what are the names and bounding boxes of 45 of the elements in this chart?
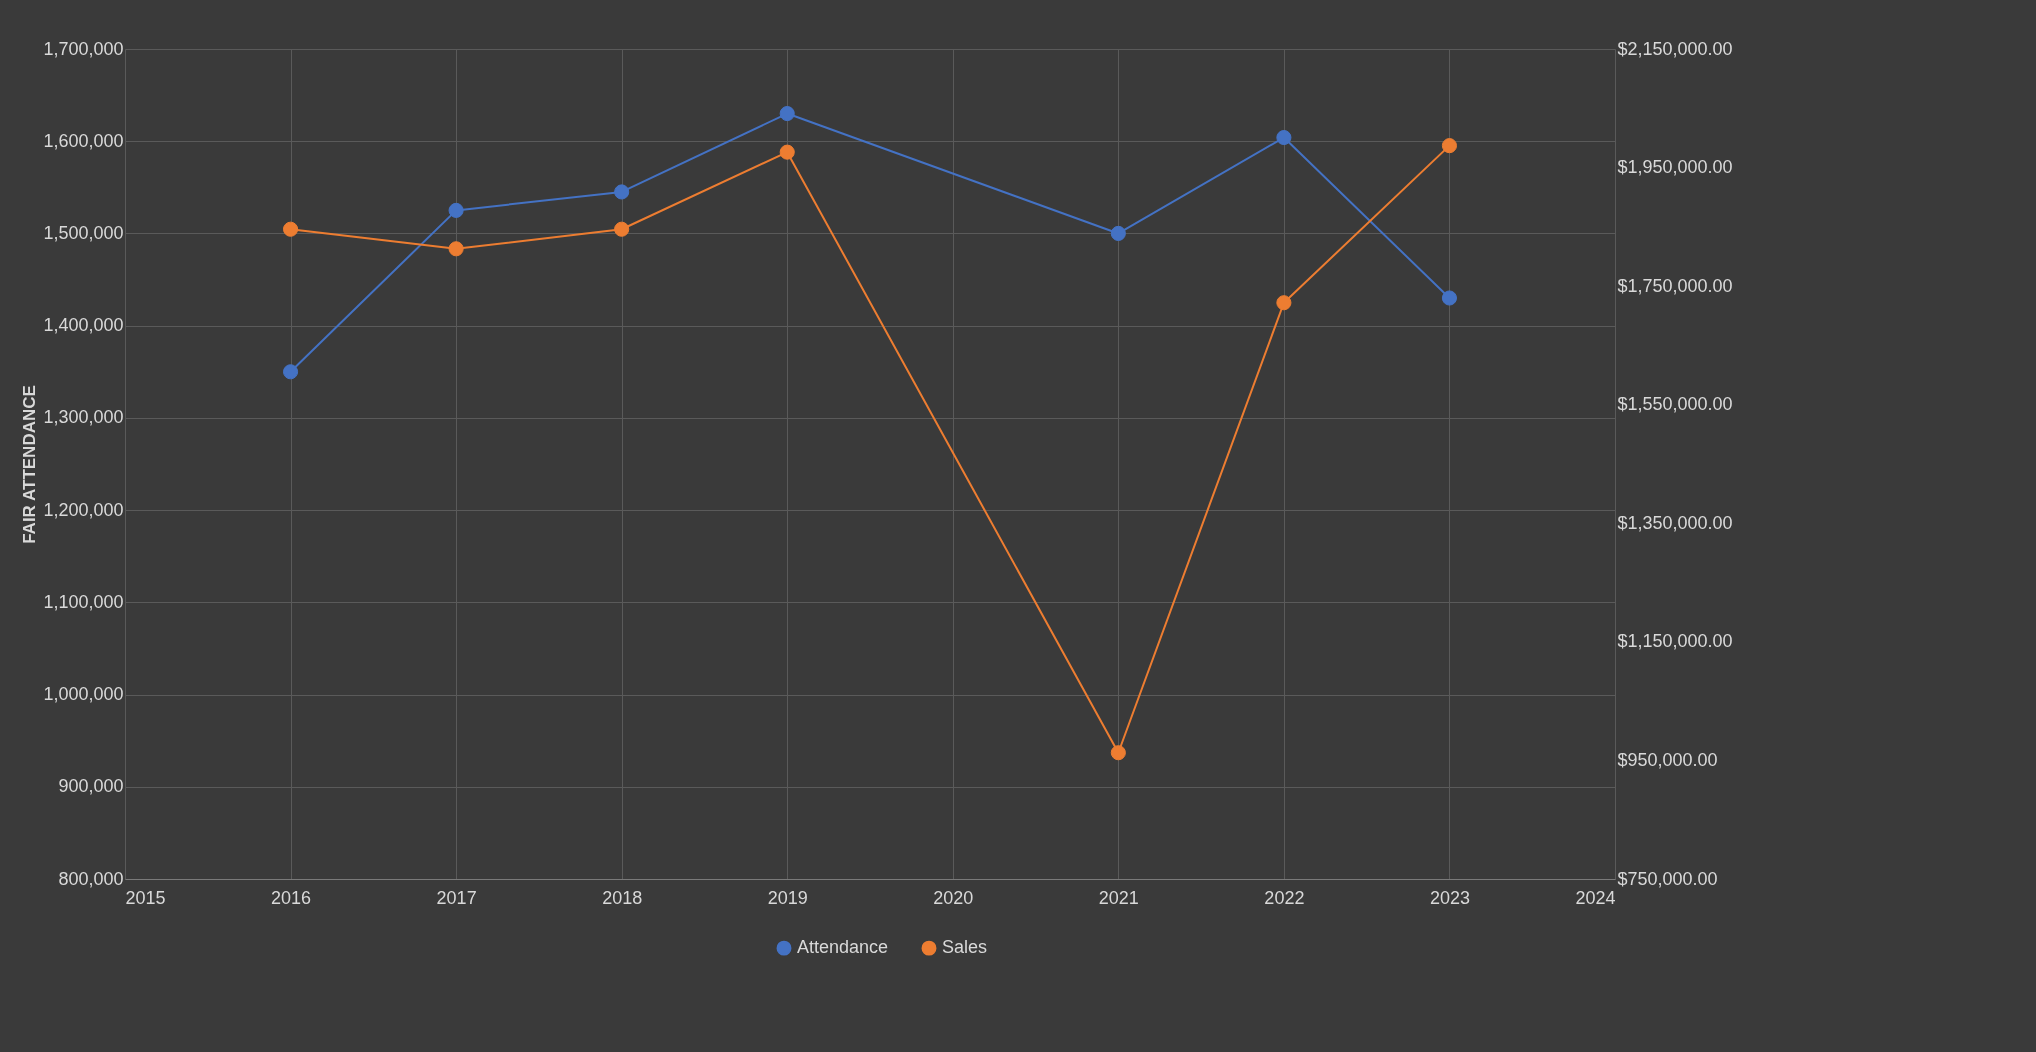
y2-tick-label: $1,350,000.00 xyxy=(1617,512,1733,533)
y-tick-label: 1,400,000 xyxy=(43,315,124,336)
y-tick-label: 1,300,000 xyxy=(43,407,124,428)
x-tick-label: 2022 xyxy=(1264,887,1305,908)
y2-tick-label: $950,000.00 xyxy=(1617,749,1718,770)
x-tick-label: 2019 xyxy=(767,887,808,908)
y-tick-label: 1,500,000 xyxy=(43,222,124,243)
x-tick-label: 2020 xyxy=(933,887,974,908)
point xyxy=(1276,129,1292,146)
point xyxy=(1110,745,1126,761)
point xyxy=(614,221,630,237)
point xyxy=(1110,225,1126,241)
point xyxy=(448,241,464,257)
point xyxy=(282,364,299,380)
x-tick-label: 2018 xyxy=(602,887,643,908)
y2-tick-label: $1,550,000.00 xyxy=(1617,394,1733,415)
point xyxy=(779,106,795,122)
y2-tick-label: $1,750,000.00 xyxy=(1617,275,1733,296)
y-tick-label: 1,700,000 xyxy=(43,38,124,59)
y-tick-label: 900,000 xyxy=(58,776,124,797)
y2-tick-label: $1,150,000.00 xyxy=(1617,631,1733,652)
y-tick-label: 1,600,000 xyxy=(43,130,124,151)
x-tick-label: 2017 xyxy=(436,887,477,908)
y-tick-label: 1,200,000 xyxy=(43,499,124,520)
x-tick-label: 2023 xyxy=(1429,887,1470,908)
legend-label: Sales xyxy=(942,937,988,958)
x-tick-label: 2015 xyxy=(125,887,166,908)
x-tick-label: 2024 xyxy=(1575,887,1616,908)
point xyxy=(779,144,795,160)
point xyxy=(1276,295,1292,311)
x-tick-label: 2021 xyxy=(1098,887,1139,908)
point xyxy=(1441,138,1458,154)
x-tick-label: 2016 xyxy=(271,887,312,908)
y-tick-label: 1,100,000 xyxy=(43,591,124,612)
point xyxy=(614,184,630,200)
y2-tick-label: $2,150,000.00 xyxy=(1617,38,1733,59)
y-axis-title: FAIR ATTENDANCE xyxy=(20,385,40,544)
y2-tick-label: $1,950,000.00 xyxy=(1617,157,1733,178)
y-tick-label: 1,000,000 xyxy=(43,684,124,705)
y-tick-label: 800,000 xyxy=(58,868,124,889)
y2-tick-label: $750,000.00 xyxy=(1617,868,1718,889)
legend-label: Attendance xyxy=(797,937,889,958)
point xyxy=(282,221,299,237)
point xyxy=(1441,290,1458,306)
point xyxy=(448,202,464,218)
